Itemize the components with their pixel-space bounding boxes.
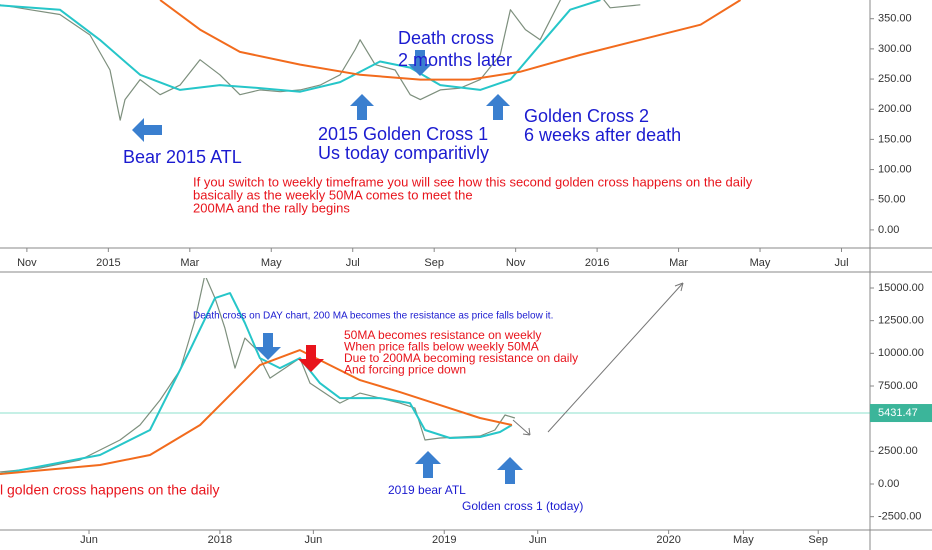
x-tick-label: Jun bbox=[529, 534, 547, 546]
y-tick-label: 300.00 bbox=[878, 43, 912, 55]
up-arrow bbox=[415, 451, 441, 478]
x-tick-label: 2018 bbox=[208, 534, 232, 546]
last-price-tag bbox=[870, 404, 932, 423]
y-tick-label: 100.00 bbox=[878, 163, 912, 175]
annotation: Bear 2015 ATL bbox=[123, 147, 242, 167]
pane-top bbox=[0, 0, 742, 121]
annotation: Golden Cross 2 bbox=[524, 106, 649, 126]
y-tick-label: 0.00 bbox=[878, 224, 899, 236]
down-arrow bbox=[255, 333, 281, 360]
left-arrow bbox=[132, 118, 162, 142]
moving-average bbox=[0, 292, 513, 475]
x-tick-label: Sep bbox=[424, 257, 444, 269]
annotation: And forcing price down bbox=[344, 363, 466, 377]
x-tick-label: 2015 bbox=[96, 257, 120, 269]
up-arrow bbox=[497, 457, 523, 484]
annotation: 200MA and the rally begins bbox=[193, 200, 350, 215]
projection-head bbox=[674, 282, 684, 292]
y-tick-label: -2500.00 bbox=[878, 511, 921, 523]
y-tick-label: 2500.00 bbox=[878, 445, 918, 457]
moving-average bbox=[0, 0, 601, 93]
x-tick-label: May bbox=[261, 257, 282, 269]
price-line bbox=[0, 0, 641, 121]
x-tick-label: Nov bbox=[17, 257, 37, 269]
annotation: When price falls below weekly 50MA bbox=[344, 340, 539, 354]
x-tick-label: Jun bbox=[80, 534, 98, 546]
y-tick-label: 350.00 bbox=[878, 13, 912, 25]
x-tick-label: 2019 bbox=[432, 534, 456, 546]
annotation: Golden cross 1 (today) bbox=[462, 499, 583, 513]
moving-average bbox=[159, 0, 742, 81]
small-arrow bbox=[512, 419, 531, 436]
x-tick-label: 2020 bbox=[656, 534, 680, 546]
annotation: 2015 Golden Cross 1 bbox=[318, 124, 488, 144]
axes: 0.00 50.00 100.00 150.00 200.00 250.00 300.00 3… bbox=[17, 13, 932, 546]
x-tick-label: Sep bbox=[808, 534, 828, 546]
annotation: 50MA becomes resistance on weekly bbox=[344, 328, 541, 342]
x-tick-label: Jul bbox=[346, 257, 360, 269]
x-tick-label: Nov bbox=[506, 257, 526, 269]
annotation: Us today comparitivly bbox=[318, 143, 489, 163]
y-tick-label: 200.00 bbox=[878, 103, 912, 115]
last-price-label: 5431.47 bbox=[878, 407, 918, 419]
x-tick-label: May bbox=[750, 257, 771, 269]
y-tick-label: 15000.00 bbox=[878, 282, 924, 294]
price-line bbox=[0, 278, 516, 473]
pane-bottom bbox=[0, 278, 870, 475]
y-tick-label: 12500.00 bbox=[878, 315, 924, 327]
down-arrow bbox=[298, 345, 324, 372]
annotation: 2 months later bbox=[398, 50, 512, 70]
moving-average bbox=[0, 349, 513, 475]
up-arrow bbox=[350, 94, 374, 120]
x-tick-label: Mar bbox=[669, 257, 688, 269]
x-tick-label: May bbox=[733, 534, 754, 546]
x-tick-label: Jul bbox=[834, 257, 848, 269]
y-tick-label: 7500.00 bbox=[878, 380, 918, 392]
y-tick-label: 50.00 bbox=[878, 194, 906, 206]
projection-line bbox=[547, 282, 684, 433]
y-tick-label: 0.00 bbox=[878, 478, 899, 490]
y-tick-label: 150.00 bbox=[878, 133, 912, 145]
up-arrow bbox=[486, 94, 510, 120]
annotation: 6 weeks after death bbox=[524, 125, 681, 145]
y-tick-label: 10000.00 bbox=[878, 347, 924, 359]
annotation: Death cross bbox=[398, 28, 494, 48]
y-tick-label: 250.00 bbox=[878, 73, 912, 85]
annotation: l golden cross happens on the daily bbox=[0, 482, 219, 498]
annotation: Due to 200MA becoming resistance on dail… bbox=[344, 351, 578, 365]
annotation: basically as the weekly 50MA comes to me… bbox=[193, 187, 473, 202]
x-tick-label: 2016 bbox=[585, 257, 609, 269]
annotation: 2019 bear ATL bbox=[388, 483, 466, 497]
x-tick-label: Jun bbox=[304, 534, 322, 546]
annotation: Death cross on DAY chart, 200 MA becomes… bbox=[193, 311, 553, 322]
down-arrow bbox=[408, 50, 432, 76]
x-tick-label: Mar bbox=[180, 257, 199, 269]
annotation: If you switch to weekly timeframe you wi… bbox=[193, 174, 753, 189]
